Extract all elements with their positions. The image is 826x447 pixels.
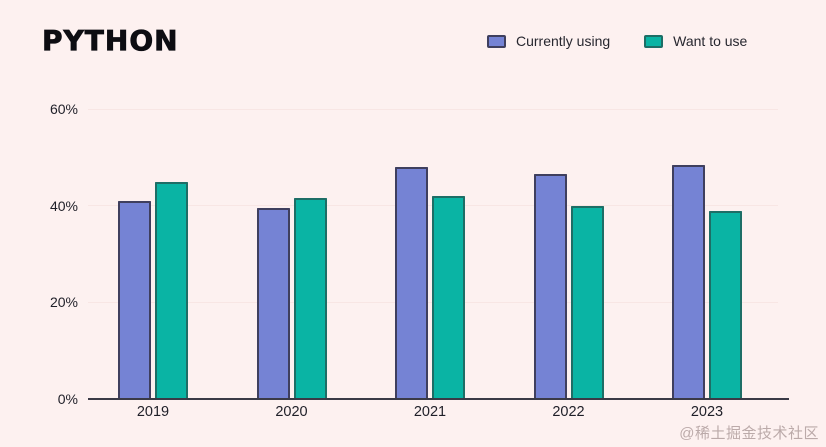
x-tick-label-2023: 2023 <box>690 404 724 420</box>
legend-swatch-want-to-use-icon <box>644 34 664 48</box>
legend-label-currently-using: Currently using <box>516 33 611 49</box>
bar-want-to-use-2019 <box>155 181 188 399</box>
x-axis-line <box>88 398 789 400</box>
y-tick-label-0: 0% <box>57 391 78 407</box>
bar-currently-using-2020 <box>256 208 290 399</box>
plot-area <box>88 108 789 400</box>
bar-currently-using-2021 <box>395 167 428 399</box>
x-tick-label-2022: 2022 <box>552 404 585 420</box>
y-tick-label-20: 20% <box>49 294 78 311</box>
y-tick-label-60: 60% <box>49 101 78 117</box>
bar-want-to-use-2023 <box>709 210 742 399</box>
gridline-60 <box>88 108 778 110</box>
x-tick-label-2021: 2021 <box>413 404 447 420</box>
x-tick-label-2020: 2020 <box>275 404 308 420</box>
watermark: @稀土掘金技术社区 <box>679 425 819 442</box>
bar-currently-using-2023 <box>672 164 705 399</box>
legend-item-currently-using: Currently using <box>487 33 610 49</box>
chart-title: PYTHON <box>42 24 179 58</box>
legend: Currently using Want to use <box>487 33 747 49</box>
bar-want-to-use-2020 <box>293 198 327 399</box>
bar-currently-using-2022 <box>533 174 567 399</box>
legend-item-want-to-use: Want to use <box>644 33 747 49</box>
y-tick-label-40: 40% <box>49 197 78 214</box>
bar-currently-using-2019 <box>118 200 151 399</box>
bar-want-to-use-2021 <box>432 196 465 399</box>
x-tick-label-2019: 2019 <box>136 404 170 420</box>
bar-want-to-use-2022 <box>570 205 604 399</box>
legend-label-want-to-use: Want to use <box>673 33 748 49</box>
legend-swatch-currently-using-icon <box>487 34 506 48</box>
